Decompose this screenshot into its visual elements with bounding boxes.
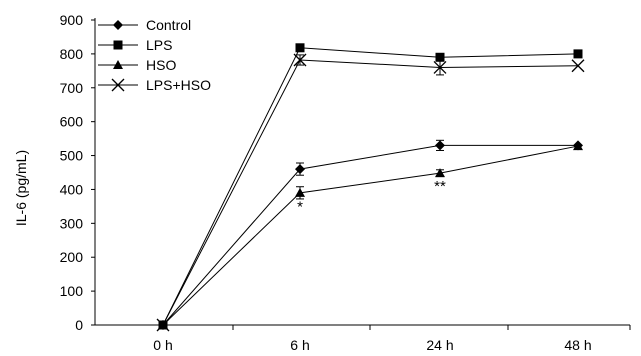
data-point-control [295, 164, 305, 175]
legend-item-lps: LPS [98, 37, 172, 53]
legend-label: Control [146, 17, 191, 33]
y-tick-label: 400 [60, 181, 84, 197]
significance-annotation: * [297, 198, 303, 215]
legend-label: LPS [146, 37, 172, 53]
data-point-lps-hso [156, 318, 170, 332]
x-marker-stroke [433, 60, 447, 74]
data-point-lps [573, 49, 583, 59]
data-point-hso [573, 141, 583, 151]
series-line-lps-hso [162, 59, 579, 326]
x-tick-label: 0 h [153, 337, 172, 353]
y-tick-label: 200 [60, 249, 84, 265]
y-tick-label: 700 [60, 80, 84, 96]
y-tick-label: 300 [60, 215, 84, 231]
y-tick-label: 500 [60, 148, 84, 164]
x-tick-label: 24 h [426, 337, 453, 353]
y-tick-label: 100 [60, 283, 84, 299]
data-point-lps-hso [433, 60, 447, 74]
x-marker-stroke [571, 59, 585, 73]
data-point-control [435, 140, 445, 151]
series-line-control [162, 144, 578, 326]
series-hso [158, 141, 583, 329]
annotations: *** [297, 178, 446, 215]
data-point-hso [435, 168, 445, 178]
data-point-hso [295, 187, 305, 197]
y-tick-label: 900 [60, 12, 84, 28]
series-layer [156, 43, 585, 332]
x-marker-stroke [156, 318, 170, 332]
legend-label: LPS+HSO [146, 77, 211, 93]
y-tick-label: 600 [60, 114, 84, 130]
series-control [158, 139, 583, 330]
series-line-hso [162, 145, 579, 326]
legend-marker-hso [113, 60, 123, 69]
data-point-lps-hso [571, 59, 585, 73]
x-marker-stroke [111, 78, 125, 92]
data-point-lps [295, 43, 305, 53]
legend-item-control: Control [98, 17, 191, 33]
legend-item-hso: HSO [98, 57, 176, 73]
y-tick-label: 800 [60, 46, 84, 62]
data-point-lps [435, 52, 445, 62]
x-tick-label: 6 h [290, 337, 309, 353]
axes: 0 100 200 300 400 500 600 700 800 900 0 h 6 h 24 h 48… [60, 12, 631, 353]
significance-annotation: ** [434, 178, 446, 195]
y-tick-label: 0 [75, 317, 83, 333]
x-tick-label: 48 h [564, 337, 591, 353]
legend-item-lps-hso: LPS+HSO [98, 77, 211, 93]
y-axis-label: IL-6 (pg/mL) [13, 150, 29, 226]
series-lps [158, 43, 583, 330]
legend: Control LPS HSO LPS+HSO [98, 17, 211, 93]
series-lps-hso [156, 53, 585, 332]
legend-marker-control [113, 20, 123, 30]
series-line-lps [162, 47, 579, 326]
legend-label: HSO [146, 57, 176, 73]
data-point-lps-hso [293, 53, 307, 67]
legend-marker-lps-hso [111, 78, 125, 92]
x-marker-stroke [293, 53, 307, 67]
legend-marker-lps [113, 40, 123, 50]
